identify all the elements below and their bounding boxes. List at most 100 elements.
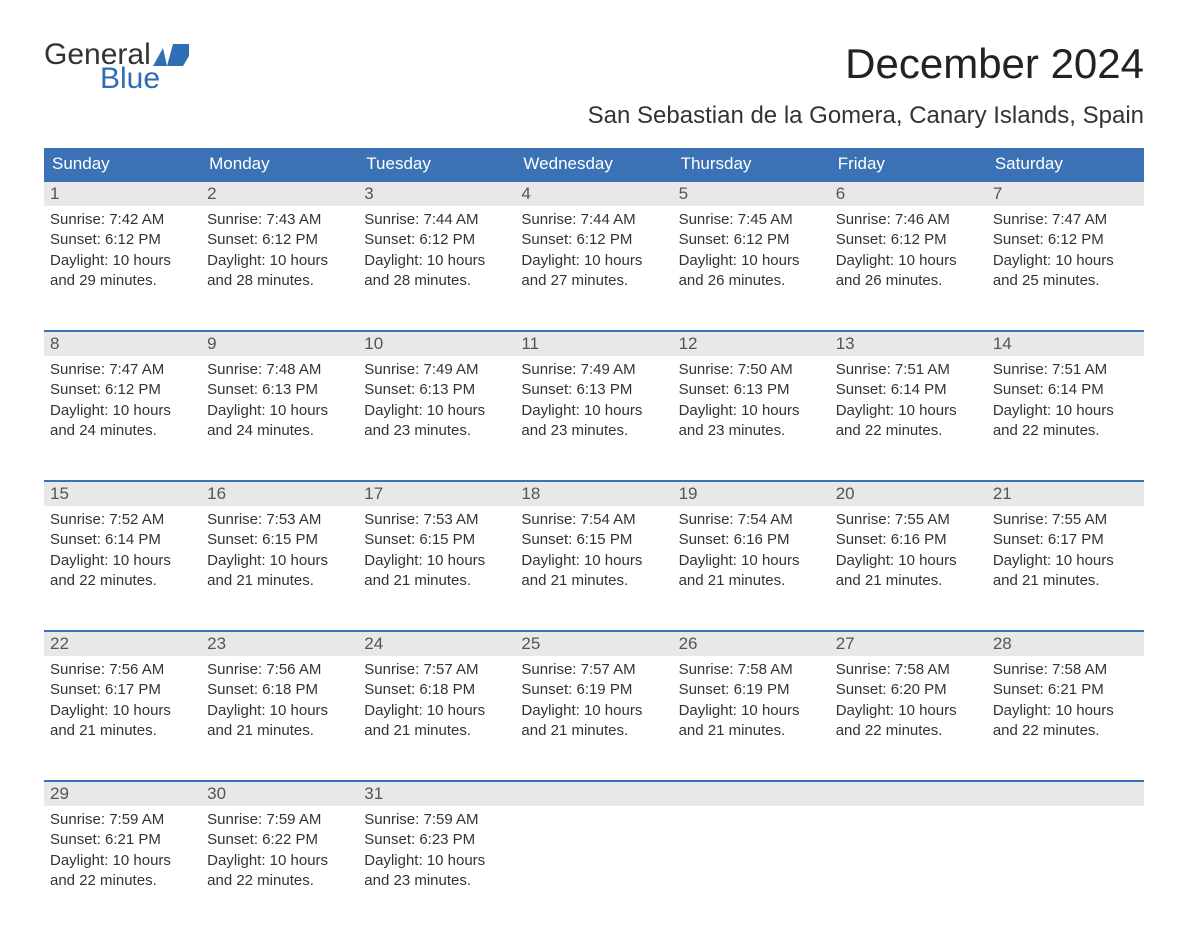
day-sunrise: Sunrise: 7:53 AM bbox=[364, 510, 509, 530]
day-number-row: 13 bbox=[830, 332, 987, 356]
day-d2: and 22 minutes. bbox=[993, 421, 1138, 441]
brand-word2: Blue bbox=[100, 64, 189, 94]
day-number: 29 bbox=[50, 784, 69, 803]
day-body: Sunrise: 7:48 AMSunset: 6:13 PMDaylight:… bbox=[201, 356, 358, 445]
day-sunset: Sunset: 6:16 PM bbox=[836, 530, 981, 550]
day-body: Sunrise: 7:57 AMSunset: 6:18 PMDaylight:… bbox=[358, 656, 515, 745]
day-body: Sunrise: 7:44 AMSunset: 6:12 PMDaylight:… bbox=[358, 206, 515, 295]
day-number: 13 bbox=[836, 334, 855, 353]
calendar-day: 10Sunrise: 7:49 AMSunset: 6:13 PMDayligh… bbox=[358, 332, 515, 454]
day-body: Sunrise: 7:54 AMSunset: 6:16 PMDaylight:… bbox=[673, 506, 830, 595]
day-number: 14 bbox=[993, 334, 1012, 353]
calendar-day: 4Sunrise: 7:44 AMSunset: 6:12 PMDaylight… bbox=[515, 182, 672, 304]
day-d2: and 21 minutes. bbox=[50, 721, 195, 741]
brand-logo: General Blue bbox=[44, 40, 189, 94]
day-sunset: Sunset: 6:23 PM bbox=[364, 830, 509, 850]
day-sunrise: Sunrise: 7:55 AM bbox=[993, 510, 1138, 530]
calendar-day: . bbox=[987, 782, 1144, 904]
calendar-day: 27Sunrise: 7:58 AMSunset: 6:20 PMDayligh… bbox=[830, 632, 987, 754]
day-d1: Daylight: 10 hours bbox=[521, 401, 666, 421]
day-body: Sunrise: 7:46 AMSunset: 6:12 PMDaylight:… bbox=[830, 206, 987, 295]
day-number-row: 11 bbox=[515, 332, 672, 356]
day-sunrise: Sunrise: 7:59 AM bbox=[50, 810, 195, 830]
weekday-header: Wednesday bbox=[515, 148, 672, 180]
day-sunrise: Sunrise: 7:44 AM bbox=[364, 210, 509, 230]
day-sunset: Sunset: 6:12 PM bbox=[364, 230, 509, 250]
day-body: Sunrise: 7:57 AMSunset: 6:19 PMDaylight:… bbox=[515, 656, 672, 745]
day-body: Sunrise: 7:58 AMSunset: 6:20 PMDaylight:… bbox=[830, 656, 987, 745]
day-sunrise: Sunrise: 7:42 AM bbox=[50, 210, 195, 230]
calendar-day: 22Sunrise: 7:56 AMSunset: 6:17 PMDayligh… bbox=[44, 632, 201, 754]
day-d1: Daylight: 10 hours bbox=[207, 251, 352, 271]
day-number: 18 bbox=[521, 484, 540, 503]
day-sunrise: Sunrise: 7:53 AM bbox=[207, 510, 352, 530]
day-number-row: 3 bbox=[358, 182, 515, 206]
day-number: 21 bbox=[993, 484, 1012, 503]
day-sunset: Sunset: 6:19 PM bbox=[679, 680, 824, 700]
day-sunrise: Sunrise: 7:55 AM bbox=[836, 510, 981, 530]
day-number: 7 bbox=[993, 184, 1002, 203]
day-number-row: . bbox=[830, 782, 987, 806]
day-number: 1 bbox=[50, 184, 59, 203]
calendar-day: . bbox=[830, 782, 987, 904]
day-d2: and 22 minutes. bbox=[50, 571, 195, 591]
day-sunset: Sunset: 6:17 PM bbox=[993, 530, 1138, 550]
day-sunset: Sunset: 6:12 PM bbox=[207, 230, 352, 250]
day-d1: Daylight: 10 hours bbox=[207, 401, 352, 421]
calendar-week: 15Sunrise: 7:52 AMSunset: 6:14 PMDayligh… bbox=[44, 480, 1144, 604]
day-d2: and 26 minutes. bbox=[836, 271, 981, 291]
day-body: Sunrise: 7:53 AMSunset: 6:15 PMDaylight:… bbox=[358, 506, 515, 595]
day-sunrise: Sunrise: 7:50 AM bbox=[679, 360, 824, 380]
day-sunrise: Sunrise: 7:52 AM bbox=[50, 510, 195, 530]
day-body: Sunrise: 7:58 AMSunset: 6:21 PMDaylight:… bbox=[987, 656, 1144, 745]
day-sunrise: Sunrise: 7:59 AM bbox=[364, 810, 509, 830]
day-d2: and 26 minutes. bbox=[679, 271, 824, 291]
day-sunset: Sunset: 6:15 PM bbox=[207, 530, 352, 550]
day-d2: and 23 minutes. bbox=[364, 421, 509, 441]
day-d1: Daylight: 10 hours bbox=[50, 401, 195, 421]
day-d1: Daylight: 10 hours bbox=[679, 401, 824, 421]
day-d1: Daylight: 10 hours bbox=[993, 251, 1138, 271]
day-body: Sunrise: 7:51 AMSunset: 6:14 PMDaylight:… bbox=[830, 356, 987, 445]
day-body: Sunrise: 7:51 AMSunset: 6:14 PMDaylight:… bbox=[987, 356, 1144, 445]
day-d2: and 27 minutes. bbox=[521, 271, 666, 291]
calendar-day: . bbox=[673, 782, 830, 904]
day-sunrise: Sunrise: 7:57 AM bbox=[364, 660, 509, 680]
day-body: Sunrise: 7:50 AMSunset: 6:13 PMDaylight:… bbox=[673, 356, 830, 445]
day-number: 17 bbox=[364, 484, 383, 503]
day-number-row: 28 bbox=[987, 632, 1144, 656]
day-number: 9 bbox=[207, 334, 216, 353]
day-d2: and 25 minutes. bbox=[993, 271, 1138, 291]
day-sunset: Sunset: 6:12 PM bbox=[679, 230, 824, 250]
day-sunrise: Sunrise: 7:46 AM bbox=[836, 210, 981, 230]
calendar-day: 19Sunrise: 7:54 AMSunset: 6:16 PMDayligh… bbox=[673, 482, 830, 604]
day-number: 30 bbox=[207, 784, 226, 803]
day-sunset: Sunset: 6:12 PM bbox=[993, 230, 1138, 250]
day-sunrise: Sunrise: 7:54 AM bbox=[679, 510, 824, 530]
calendar-day: 13 Sunrise: 7:51 AMSunset: 6:14 PMDayligh… bbox=[830, 332, 987, 454]
day-d2: and 21 minutes. bbox=[679, 571, 824, 591]
day-sunrise: Sunrise: 7:54 AM bbox=[521, 510, 666, 530]
day-number-row: 6 bbox=[830, 182, 987, 206]
day-number-row: 2 bbox=[201, 182, 358, 206]
day-number: 23 bbox=[207, 634, 226, 653]
weekday-header: Sunday bbox=[44, 148, 201, 180]
day-number-row: 21 bbox=[987, 482, 1144, 506]
day-d1: Daylight: 10 hours bbox=[679, 251, 824, 271]
day-number-row: 16 bbox=[201, 482, 358, 506]
day-d1: Daylight: 10 hours bbox=[836, 701, 981, 721]
day-number-row: . bbox=[987, 782, 1144, 806]
day-body: Sunrise: 7:44 AMSunset: 6:12 PMDaylight:… bbox=[515, 206, 672, 295]
day-d1: Daylight: 10 hours bbox=[207, 551, 352, 571]
day-number-row: 9 bbox=[201, 332, 358, 356]
day-body: Sunrise: 7:49 AMSunset: 6:13 PMDaylight:… bbox=[358, 356, 515, 445]
calendar-day: 18Sunrise: 7:54 AMSunset: 6:15 PMDayligh… bbox=[515, 482, 672, 604]
day-d1: Daylight: 10 hours bbox=[521, 701, 666, 721]
day-sunrise: Sunrise: 7:59 AM bbox=[207, 810, 352, 830]
day-number-row: 15 bbox=[44, 482, 201, 506]
day-number-row: 19 bbox=[673, 482, 830, 506]
calendar-day: 31Sunrise: 7:59 AMSunset: 6:23 PMDayligh… bbox=[358, 782, 515, 904]
day-number-row: 22 bbox=[44, 632, 201, 656]
day-number: 3 bbox=[364, 184, 373, 203]
day-body: Sunrise: 7:55 AMSunset: 6:17 PMDaylight:… bbox=[987, 506, 1144, 595]
